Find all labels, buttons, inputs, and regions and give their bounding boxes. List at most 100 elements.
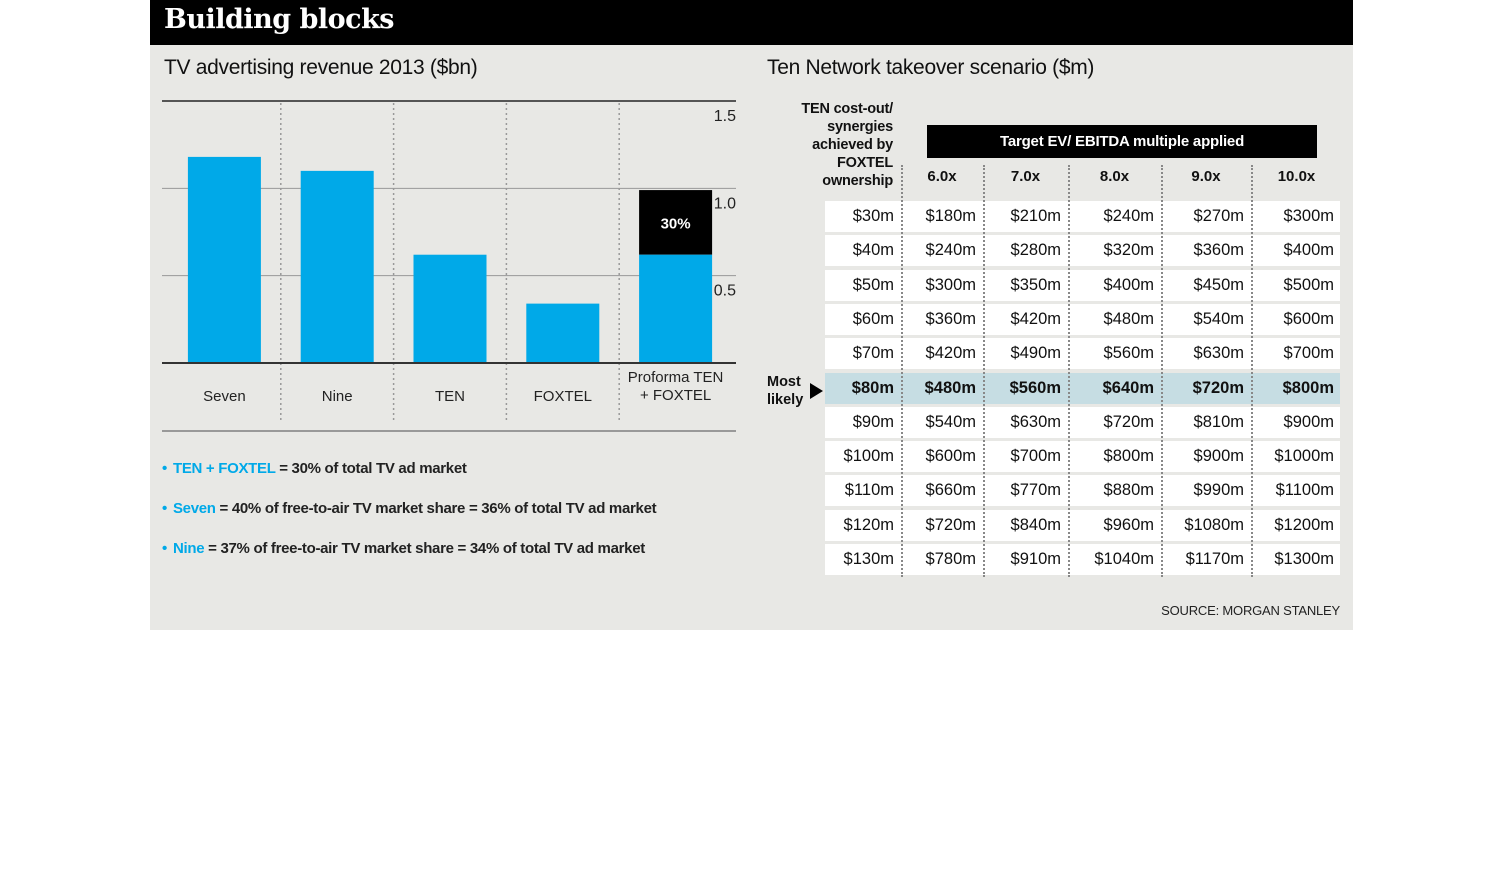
table-cell: $800m — [1282, 378, 1334, 397]
row-header-line: FOXTEL — [837, 155, 893, 171]
chart-title: TV advertising revenue 2013 ($bn) — [164, 56, 478, 79]
row-label-cell: $130m — [843, 550, 894, 568]
table-cell: $660m — [925, 481, 976, 500]
bar-stack-label: 30% — [661, 215, 691, 232]
page-title: Building blocks — [164, 4, 395, 35]
note-1: • TEN + FOXTEL = 30% of total TV ad marke… — [162, 460, 467, 477]
bullet-icon: • — [162, 500, 167, 517]
bar — [526, 303, 600, 363]
table-row — [825, 201, 1340, 232]
table-cell: $780m — [925, 550, 976, 568]
table-cell: $700m — [1283, 344, 1334, 363]
table-cell: $720m — [1192, 378, 1244, 397]
table-cell: $500m — [1283, 275, 1334, 294]
table-cell: $630m — [1193, 344, 1244, 363]
table-cell: $210m — [1010, 207, 1061, 225]
table-cell: $600m — [1283, 309, 1334, 328]
table-cell: $640m — [1102, 378, 1154, 397]
y-tick-label: 1.0 — [714, 195, 736, 212]
table-row — [825, 441, 1340, 473]
table-row — [825, 509, 1340, 541]
table-cell: $700m — [1010, 447, 1061, 466]
table-cell: $270m — [1193, 207, 1244, 225]
column-separator — [901, 165, 903, 577]
row-label-cell: $40m — [852, 241, 894, 260]
note-1-highlight: TEN + FOXTEL — [172, 460, 276, 477]
row-label-cell: $100m — [843, 447, 894, 466]
x-tick-label: Nine — [322, 388, 353, 405]
table-cell: $400m — [1283, 241, 1334, 260]
table-cell: $770m — [1010, 481, 1061, 500]
table-cell: $450m — [1193, 275, 1244, 294]
row-label-cell: $80m — [851, 378, 894, 397]
table-cell: $240m — [925, 241, 976, 260]
table-cell: $630m — [1010, 412, 1061, 431]
table-cell: $480m — [924, 378, 976, 397]
table-cell: $900m — [1283, 412, 1334, 431]
x-tick-label: Seven — [203, 388, 246, 405]
row-header-line: synergies — [827, 119, 893, 135]
column-header: 6.0x — [927, 168, 957, 185]
note-2-highlight: Seven — [172, 500, 216, 517]
table-cell: $900m — [1193, 447, 1244, 466]
table-cell: $880m — [1103, 481, 1154, 500]
table-cell: $280m — [1010, 241, 1061, 260]
table-cell: $360m — [925, 309, 976, 328]
x-tick-label: FOXTEL — [534, 388, 592, 405]
table-row — [825, 269, 1340, 301]
row-label-cell: $90m — [852, 412, 894, 431]
bar-chart: 1.5 1.0 0.5 Seven Nine TEN FOXTEL 30% Proforma T… — [162, 100, 736, 432]
note-2: • Seven = 40% of free-to-air TV market sh… — [162, 500, 657, 517]
multiple-header: Target EV/ EBITDA multiple applied — [927, 125, 1317, 158]
header-bar: Building blocks — [150, 0, 1353, 45]
infographic-panel: Building blocks TV advertising revenue 2… — [150, 0, 1353, 630]
column-separator — [983, 165, 985, 577]
note-1-text: = 30% of total TV ad market — [275, 460, 467, 477]
table-cell: $1000m — [1274, 447, 1334, 466]
column-header: 9.0x — [1191, 168, 1221, 185]
table-cell: $600m — [925, 447, 976, 466]
table-row — [825, 338, 1340, 370]
table-cell: $350m — [1010, 275, 1061, 294]
table-cell: $300m — [925, 275, 976, 294]
y-tick-label: 0.5 — [714, 283, 736, 300]
note-3-highlight: Nine — [172, 540, 205, 557]
bullet-icon: • — [162, 540, 167, 557]
x-tick-label: + FOXTEL — [640, 387, 711, 404]
bullet-icon: • — [162, 460, 167, 477]
row-label-cell: $60m — [852, 309, 894, 328]
table-cell: $400m — [1103, 275, 1154, 294]
table-cell: $1200m — [1274, 515, 1334, 534]
table-cell: $720m — [925, 515, 976, 534]
note-3: • Nine = 37% of free-to-air TV market sha… — [162, 540, 645, 557]
pointer-arrow-icon — [810, 383, 823, 399]
table-cell: $560m — [1009, 378, 1061, 397]
row-label-cell: $30m — [852, 207, 894, 225]
table-row — [825, 406, 1340, 438]
table-row — [825, 303, 1340, 335]
row-label-cell: $110m — [844, 481, 894, 500]
table-row — [825, 475, 1340, 507]
table-cell: $990m — [1193, 481, 1244, 500]
most-likely-label: Most likely — [767, 373, 803, 409]
table-cell: $420m — [925, 344, 976, 363]
bar — [639, 254, 713, 363]
most-likely-line: Most — [767, 374, 801, 390]
bar — [300, 170, 374, 363]
table-cell: $1040m — [1094, 550, 1154, 568]
bar — [413, 254, 487, 363]
row-label-cell: $120m — [843, 515, 894, 534]
row-label-cell: $50m — [852, 275, 894, 294]
table-cell: $1100m — [1275, 481, 1334, 500]
table-cell: $490m — [1010, 344, 1061, 363]
y-tick-label: 1.5 — [714, 108, 736, 125]
note-2-text: = 40% of free-to-air TV market share = 3… — [215, 500, 657, 517]
column-header: 10.0x — [1277, 168, 1316, 185]
table-cell: $540m — [925, 412, 976, 431]
row-header-line: ownership — [822, 173, 893, 189]
table-cell: $180m — [925, 207, 976, 225]
row-header-line: TEN cost-out/ — [801, 101, 893, 117]
table-cell: $1170m — [1185, 550, 1244, 568]
column-header: 8.0x — [1099, 168, 1130, 185]
bar — [187, 156, 261, 363]
